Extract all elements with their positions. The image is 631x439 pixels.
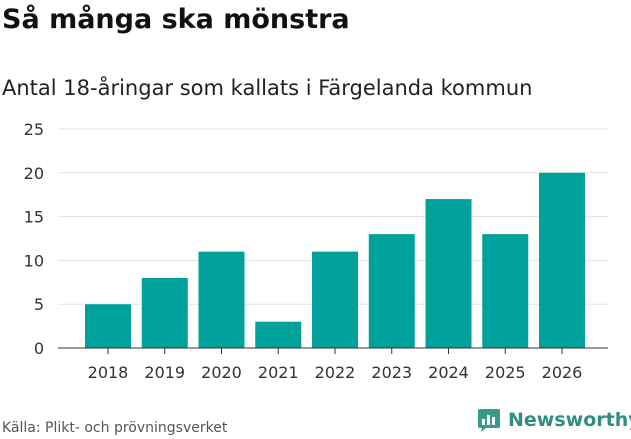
bar-2025	[482, 234, 529, 348]
x-tick-label: 2019	[144, 363, 185, 382]
y-tick-label: 10	[24, 251, 44, 270]
x-tick-label: 2018	[88, 363, 129, 382]
y-tick-label: 25	[24, 120, 44, 139]
y-tick-label: 0	[34, 339, 44, 358]
brand-logo: Newsworthy	[476, 407, 631, 433]
bars	[85, 172, 585, 348]
source-note: Källa: Plikt- och prövningsverket	[2, 420, 228, 436]
x-tick-label: 2022	[315, 363, 356, 382]
x-axis-ticks: 2018 2019 2020 2021 2022 2023 2024 2025 2026	[88, 348, 583, 382]
newsworthy-logo-icon	[478, 409, 500, 432]
y-tick-label: 15	[24, 208, 44, 227]
x-tick-label: 2026	[542, 363, 583, 382]
bar-2018	[85, 304, 131, 348]
bar-2022	[312, 251, 358, 348]
y-tick-label: 20	[24, 164, 44, 183]
bar-2024	[425, 199, 472, 348]
chart-title: Så många ska mönstra	[2, 4, 350, 35]
x-tick-label: 2021	[258, 363, 299, 382]
bar-2021	[255, 321, 302, 348]
brand-name: Newsworthy	[508, 409, 631, 431]
chart-subtitle: Antal 18-åringar som kallats i Färgeland…	[2, 76, 533, 100]
x-tick-label: 2023	[371, 363, 412, 382]
x-tick-label: 2020	[201, 363, 242, 382]
bar-2026	[539, 172, 585, 348]
y-axis-ticks: 0 5 10 15 20 25	[24, 120, 44, 358]
bar-2023	[368, 234, 415, 348]
x-tick-label: 2024	[428, 363, 469, 382]
bar-2019	[141, 277, 188, 348]
bar-2020	[198, 251, 245, 348]
x-tick-label: 2025	[485, 363, 526, 382]
y-tick-label: 5	[34, 295, 44, 314]
